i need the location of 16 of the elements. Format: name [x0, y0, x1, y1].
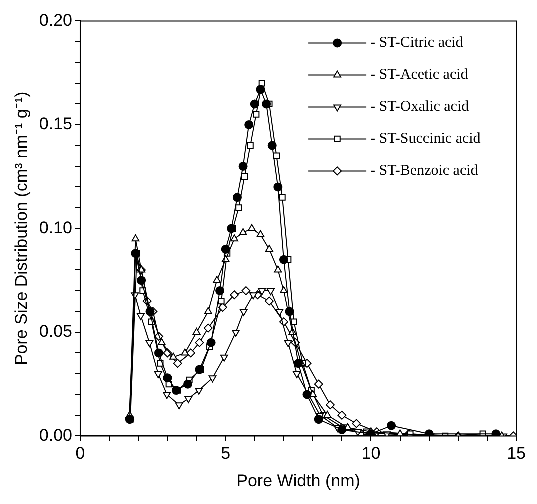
legend-label: - ST-Succinic acid	[370, 131, 482, 148]
y-tick-label: 0.20	[39, 10, 72, 30]
y-tick-label: 0.15	[39, 114, 72, 134]
y-tick-label: 0.10	[39, 218, 72, 238]
y-tick-label: 0.05	[39, 322, 72, 342]
legend-label: - ST-Oxalic acid	[370, 99, 470, 116]
legend-label: - ST-Acetic acid	[370, 67, 469, 84]
y-tick-label: 0.00	[39, 426, 72, 445]
x-axis-title: Pore Width (nm)	[236, 471, 360, 490]
x-tick-label: 0	[76, 444, 86, 464]
y-axis-title: Pore Size Distribution (cm³ nm⁻¹ g⁻¹)	[12, 92, 31, 366]
legend-label: - ST-Citric acid	[370, 35, 464, 52]
legend-label: - ST-Benzoic acid	[370, 163, 479, 180]
x-tick-label: 5	[221, 444, 231, 464]
x-tick-label: 10	[362, 444, 381, 464]
x-tick-label: 15	[507, 444, 526, 464]
